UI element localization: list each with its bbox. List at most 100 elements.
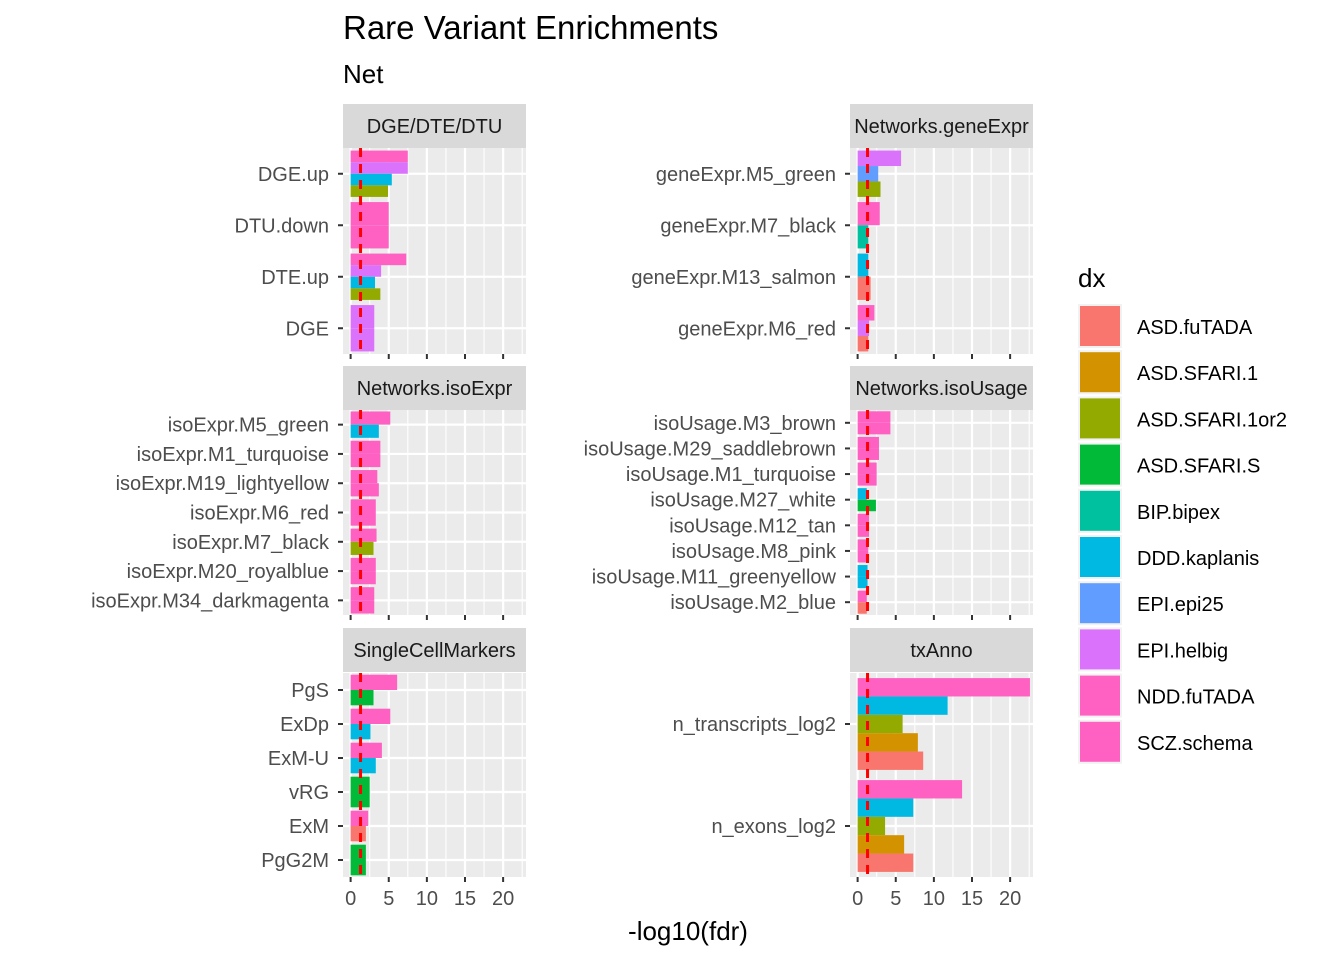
y-tick-label: isoUsage.M8_pink xyxy=(671,541,837,563)
y-tick-label: vRG xyxy=(289,782,329,804)
bar-NDD.fuTADA xyxy=(857,305,875,321)
legend-entry-label: ASD.SFARI.1 xyxy=(1137,363,1258,385)
bar-NDD.fuTADA xyxy=(350,483,379,497)
bar-NDD.fuTADA xyxy=(350,742,382,758)
bar-ASD.SFARI.1or2 xyxy=(350,288,381,300)
facet-strip-label: txAnno xyxy=(910,640,972,662)
bar-ASD.SFARI.S xyxy=(350,690,374,706)
y-tick-label: isoExpr.M1_turquoise xyxy=(137,444,329,466)
bar-EPI.helbig xyxy=(350,328,375,352)
bar-BIP.bipex xyxy=(857,225,869,249)
legend-entry-label: ASD.SFARI.S xyxy=(1137,456,1260,478)
legend-swatch xyxy=(1080,444,1120,485)
y-tick-label: DGE xyxy=(286,318,329,340)
x-tick-label: 10 xyxy=(923,888,945,910)
facet-panel: DGE/DTE/DTU DGE.up DTU.down DTE.up DGE xyxy=(235,104,526,359)
y-tick-label: isoExpr.M6_red xyxy=(190,503,329,525)
bar-ASD.SFARI.1 xyxy=(857,733,918,752)
bar-NDD.fuTADA xyxy=(857,539,869,551)
x-axis-label: -log10(fdr) xyxy=(628,916,748,946)
legend-entry-label: DDD.kaplanis xyxy=(1137,548,1259,570)
y-tick-label: isoExpr.M19_lightyellow xyxy=(116,473,330,495)
y-tick-label: isoUsage.M29_saddlebrown xyxy=(584,438,836,460)
bar-NDD.fuTADA xyxy=(350,453,381,468)
bar-ASD.SFARI.1or2 xyxy=(350,541,374,555)
y-tick-label: n_transcripts_log2 xyxy=(673,714,836,736)
bar-ASD.SFARI.S xyxy=(350,776,370,792)
y-tick-label: ExM-U xyxy=(268,748,329,770)
facet-panel: txAnno 0 5 10 15 20 n_transcripts_log2 n_exons_… xyxy=(673,628,1033,910)
bar-DDD.kaplanis xyxy=(857,565,868,577)
bar-NDD.fuTADA xyxy=(857,550,869,563)
bar-NDD.fuTADA xyxy=(350,253,407,266)
y-tick-label: isoExpr.M5_green xyxy=(168,415,329,437)
bar-NDD.fuTADA xyxy=(857,411,891,423)
legend-swatch xyxy=(1080,398,1120,439)
x-tick-label: 5 xyxy=(890,888,901,910)
bar-NDD.fuTADA xyxy=(350,674,398,690)
legend-entry-label: EPI.epi25 xyxy=(1137,594,1224,616)
y-tick-label: isoExpr.M34_darkmagenta xyxy=(91,590,330,612)
legend-swatch xyxy=(1080,629,1120,670)
facet-strip xyxy=(850,104,1033,148)
bar-ASD.SFARI.S xyxy=(350,792,370,808)
y-tick-label: isoExpr.M7_black xyxy=(172,532,330,554)
x-tick-label: 5 xyxy=(383,888,394,910)
facet-strip xyxy=(343,628,526,672)
facet-panel: Networks.isoExpr isoExpr.M5_green isoExpr.… xyxy=(91,366,526,620)
bar-EPI.helbig xyxy=(350,162,408,174)
bar-EPI.helbig xyxy=(350,265,382,277)
bar-DDD.kaplanis xyxy=(350,173,392,186)
facet-panel: Networks.isoUsage isoUsage.M3_brown isoUsa… xyxy=(584,366,1033,620)
legend-entry-label: ASD.fuTADA xyxy=(1137,317,1253,339)
legend-swatch xyxy=(1080,721,1120,762)
bar-NDD.fuTADA xyxy=(350,571,376,585)
bar-ASD.SFARI.1 xyxy=(857,835,905,854)
bar-NDD.fuTADA xyxy=(350,150,408,163)
bar-NDD.fuTADA xyxy=(857,780,963,799)
legend-entry-label: ASD.SFARI.1or2 xyxy=(1137,409,1287,431)
bar-NDD.fuTADA xyxy=(857,525,870,537)
bar-NDD.fuTADA xyxy=(350,202,389,226)
facet-strip xyxy=(850,628,1033,672)
bars xyxy=(350,150,408,352)
bar-NDD.fuTADA xyxy=(350,512,376,526)
legend-swatch xyxy=(1080,306,1120,346)
legend-title: dx xyxy=(1078,263,1105,293)
y-tick-label: geneExpr.M13_salmon xyxy=(631,267,836,289)
bar-NDD.fuTADA xyxy=(350,440,381,454)
bar-NDD.fuTADA xyxy=(350,557,376,572)
y-tick-label: geneExpr.M6_red xyxy=(678,318,836,340)
y-tick-label: isoUsage.M11_greenyellow xyxy=(592,567,837,589)
x-tick-label: 20 xyxy=(999,888,1021,910)
legend-entry-label: SCZ.schema xyxy=(1137,733,1253,755)
bar-ASD.SFARI.1or2 xyxy=(857,181,881,197)
bar-DDD.kaplanis xyxy=(350,724,371,740)
bar-DDD.kaplanis xyxy=(857,576,868,589)
x-tick-label: 0 xyxy=(852,888,863,910)
bar-NDD.fuTADA xyxy=(857,590,867,603)
facet-strip-label: Networks.geneExpr xyxy=(854,116,1029,138)
bar-DDD.kaplanis xyxy=(350,424,379,438)
chart-subtitle: Net xyxy=(343,59,384,89)
bars xyxy=(857,678,1030,872)
bar-NDD.fuTADA xyxy=(857,678,1030,697)
bar-NDD.fuTADA xyxy=(350,411,391,425)
x-tick-label: 20 xyxy=(492,888,514,910)
facet-strip xyxy=(343,366,526,410)
facet-strip-label: Networks.isoExpr xyxy=(357,378,513,400)
legend-swatch xyxy=(1080,675,1120,716)
y-tick-label: isoUsage.M2_blue xyxy=(670,592,836,614)
gridlines xyxy=(850,410,1033,615)
bar-ASD.SFARI.1or2 xyxy=(857,714,903,734)
y-tick-label: PgG2M xyxy=(261,850,329,872)
legend: dx ASD.fuTADA ASD.SFARI.1 ASD.SFARI.1or2 AS… xyxy=(1078,263,1287,764)
bar-ASD.SFARI.S xyxy=(350,844,366,860)
x-tick-label: 0 xyxy=(345,888,356,910)
bar-ASD.SFARI.1or2 xyxy=(350,185,388,197)
bar-ASD.fuTADA xyxy=(857,751,924,770)
facet-strip-label: Networks.isoUsage xyxy=(855,378,1027,400)
bar-NDD.fuTADA xyxy=(857,462,877,475)
facet-strip-label: DGE/DTE/DTU xyxy=(367,116,503,138)
bar-NDD.fuTADA xyxy=(857,448,879,460)
